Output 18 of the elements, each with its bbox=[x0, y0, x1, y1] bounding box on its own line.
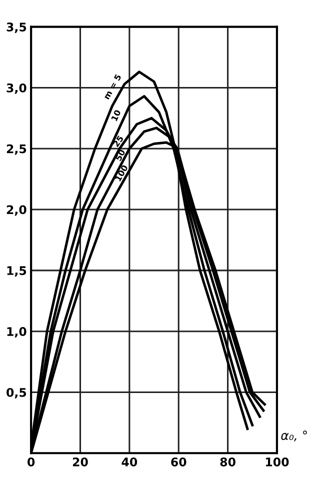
x-tick-label: 80 bbox=[220, 458, 236, 466]
y-tick-label: 1,5 bbox=[7, 266, 26, 277]
y-tick-label: 3,5 bbox=[6, 22, 26, 33]
text: 100 bbox=[114, 164, 128, 182]
x-tick-label: 0 bbox=[28, 458, 35, 466]
text: m = 5 bbox=[103, 74, 122, 100]
x-tick-label: 100 bbox=[266, 458, 289, 466]
y-tick-label: 3,0 bbox=[6, 83, 26, 94]
text: 25 bbox=[112, 135, 124, 148]
x-axis-title: α₀, ° bbox=[281, 430, 307, 442]
y-tick-label: 1,0 bbox=[7, 327, 26, 338]
y-tick-label: 2,0 bbox=[6, 205, 26, 216]
x-tick-label: 20 bbox=[72, 458, 88, 466]
y-tick-label: 0,5 bbox=[6, 388, 26, 398]
y-tick-label: 2,5 bbox=[6, 144, 26, 155]
x-tick-label: 60 bbox=[171, 458, 186, 466]
x-tick-label: 40 bbox=[122, 458, 138, 466]
text: 10 bbox=[110, 109, 121, 122]
